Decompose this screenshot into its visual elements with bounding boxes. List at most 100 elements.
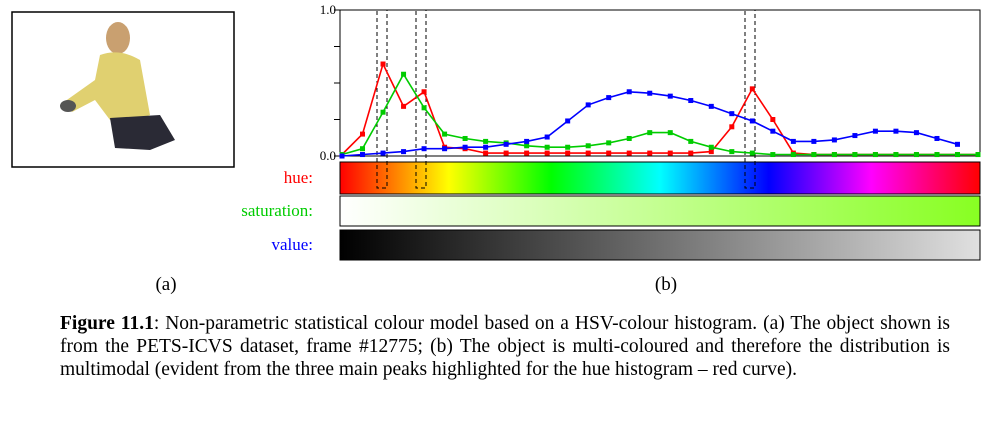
point	[831, 152, 837, 158]
point	[524, 138, 530, 144]
point	[544, 134, 550, 140]
y-tick-label: 0.0	[320, 148, 336, 163]
point	[831, 137, 837, 143]
point	[442, 131, 448, 137]
point	[872, 152, 878, 158]
point	[811, 138, 817, 144]
point	[749, 118, 755, 124]
point	[729, 111, 735, 117]
point	[544, 144, 550, 150]
point	[524, 150, 530, 156]
point	[606, 140, 612, 146]
point	[421, 89, 427, 95]
point	[606, 95, 612, 101]
point	[626, 150, 632, 156]
point	[647, 90, 653, 96]
point	[729, 124, 735, 130]
figure: (a) (b) 0.0 1.0 hue: saturation: value:	[11, 2, 981, 295]
point	[503, 150, 509, 156]
series-line	[341, 72, 978, 156]
point	[708, 144, 714, 150]
point	[954, 152, 960, 158]
point	[872, 128, 878, 134]
point	[544, 150, 550, 156]
panel-label: (b)	[655, 274, 677, 295]
point	[749, 86, 755, 92]
caption-text: : Non-parametric statistical colour mode…	[60, 313, 950, 380]
point	[585, 150, 591, 156]
point	[770, 152, 776, 158]
point	[380, 109, 386, 115]
y-tick-label: 1.0	[320, 2, 336, 17]
point	[749, 150, 755, 156]
point	[770, 117, 776, 122]
caption: Figure 11.1: Non-parametric statistical …	[60, 312, 950, 381]
point	[667, 150, 673, 156]
point	[360, 152, 366, 158]
point	[483, 138, 489, 144]
point	[667, 93, 673, 99]
point	[401, 71, 407, 77]
point	[708, 103, 714, 109]
point	[934, 135, 940, 141]
point	[975, 152, 981, 158]
point	[524, 143, 530, 149]
series-line	[341, 61, 978, 156]
object-image	[11, 11, 235, 168]
point	[934, 152, 940, 158]
point	[729, 149, 735, 155]
point	[462, 144, 468, 150]
point	[688, 150, 694, 156]
point	[954, 141, 960, 147]
point	[790, 152, 796, 158]
point	[483, 150, 489, 156]
point	[913, 130, 919, 136]
point	[852, 152, 858, 158]
point	[626, 89, 632, 95]
hue-bar	[339, 161, 981, 195]
point	[401, 149, 407, 155]
value-bar	[339, 229, 981, 261]
series-line	[341, 90, 958, 157]
point	[688, 138, 694, 144]
point	[647, 130, 653, 136]
legend-label: hue:	[284, 168, 313, 187]
point	[421, 105, 427, 111]
point	[380, 150, 386, 156]
point	[606, 150, 612, 156]
point	[585, 102, 591, 108]
point	[585, 143, 591, 149]
point	[708, 149, 714, 155]
point	[913, 152, 919, 158]
point	[688, 98, 694, 104]
point	[893, 152, 899, 158]
point	[893, 128, 899, 134]
panel-label: (a)	[155, 274, 176, 295]
point	[339, 153, 345, 159]
point	[647, 150, 653, 156]
point	[360, 131, 366, 137]
legend-label: saturation:	[241, 201, 313, 220]
point	[565, 118, 571, 124]
plot-frame	[339, 9, 981, 157]
point	[565, 150, 571, 156]
point	[667, 130, 673, 136]
point	[442, 146, 448, 152]
point	[360, 146, 366, 152]
point	[811, 152, 817, 158]
point	[380, 61, 386, 67]
legend-label: value:	[271, 235, 313, 254]
point	[626, 135, 632, 141]
point	[483, 144, 489, 150]
peak-highlights	[376, 9, 756, 189]
saturation-bar	[339, 195, 981, 227]
point	[770, 128, 776, 134]
point	[790, 138, 796, 144]
point	[462, 135, 468, 141]
point	[401, 103, 407, 109]
caption-label: Figure 11.1	[60, 313, 154, 334]
point	[421, 146, 427, 152]
point	[852, 133, 858, 139]
point	[503, 141, 509, 147]
